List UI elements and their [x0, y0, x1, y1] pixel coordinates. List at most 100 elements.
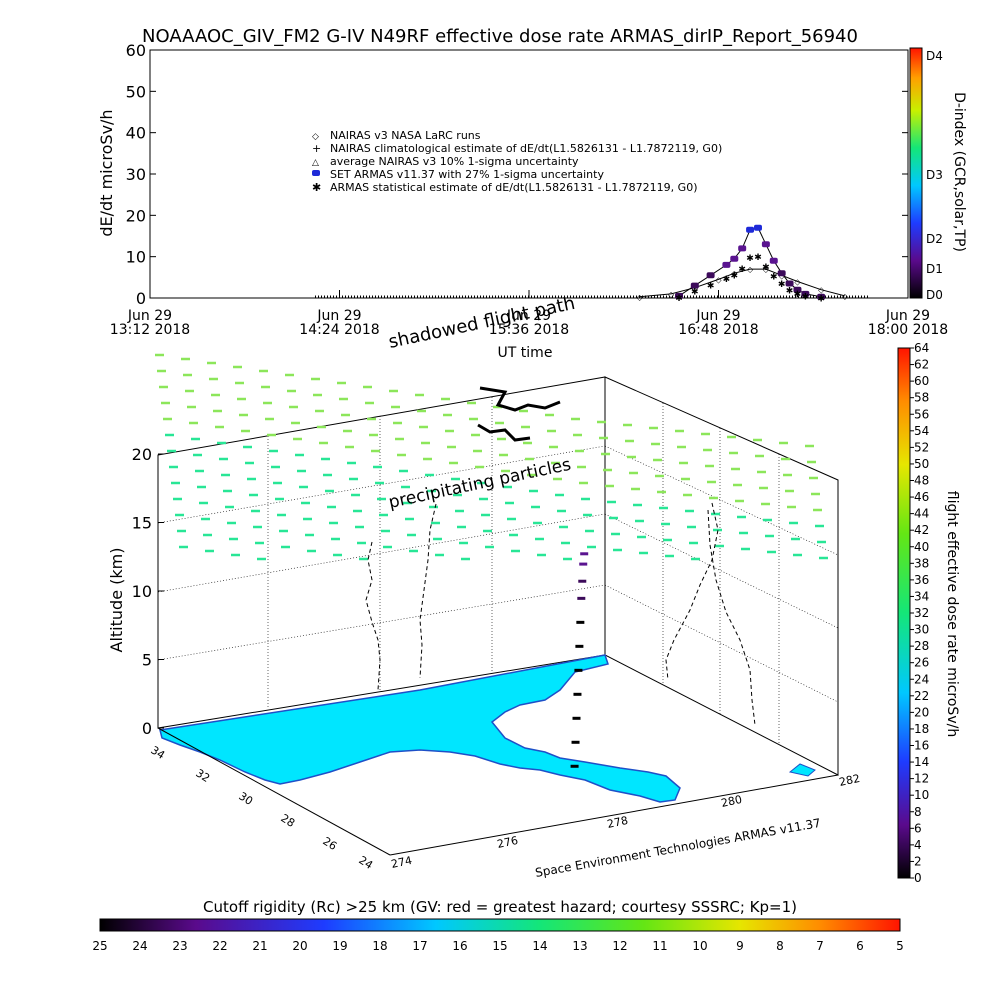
cutoff-rigidity-gradient: [99, 918, 901, 932]
flight-track-point: [579, 562, 588, 566]
dose-tick-label: 12: [914, 772, 929, 786]
nairas-point: ◇: [668, 290, 675, 299]
floor-edge-left: [157, 727, 391, 856]
cutoff-rigidity-label: Cutoff rigidity (Rc) >25 km (GV: red = g…: [203, 898, 797, 916]
legend-entry-armas: SET ARMAS v11.37 with 27% 1-sigma uncert…: [330, 168, 604, 181]
y-tick-label: 0: [136, 289, 146, 308]
y-tick-label: 60: [126, 41, 146, 60]
x-tick-label-time: 15:36 2018: [489, 322, 569, 338]
armas-point: [746, 226, 755, 233]
legend-entry-nairas-runs: NAIRAS v3 NASA LaRC runs: [330, 129, 481, 142]
x-tick-label-date: Jun 29: [127, 308, 172, 324]
precipitating-particle-field: [155, 353, 828, 561]
nairas-point: ◇: [731, 269, 738, 278]
lon-tick-278: 278: [606, 814, 629, 831]
rigidity-tick-label: 9: [736, 939, 744, 953]
z-tick-label: 0: [142, 719, 152, 738]
dose-rate-colorbar-ticks: 0246810121416182022242628303234363840424…: [910, 341, 929, 885]
rigidity-tick-label: 12: [612, 939, 627, 953]
dose-tick-label: 28: [914, 639, 929, 653]
z-tick-label: 15: [132, 514, 152, 533]
armas-statistical-point: ✱: [675, 294, 683, 304]
flight-track-point: [577, 596, 586, 600]
data-series: ◇◇◇◇◇◇◇◇◇◇◇✱✱✱✱✱✱✱✱✱✱✱✱✱✱✱: [636, 224, 849, 304]
altitude-axis-ticks: 0 5 10 15 20: [132, 445, 164, 738]
rigidity-tick-label: 19: [332, 939, 347, 953]
flight-track-point: [570, 764, 579, 768]
back-wall-right: [604, 376, 839, 776]
z-tick-label: 20: [132, 445, 152, 464]
armas-point: [738, 245, 747, 252]
lon-tick-280: 280: [720, 793, 743, 810]
armas-statistical-point: ✱: [723, 275, 731, 285]
armas-statistical-point: ✱: [731, 271, 739, 281]
x-tick-label-date: Jun 29: [695, 308, 740, 324]
longitude-axis-ticks: 274 276 278 280 282: [390, 772, 861, 871]
armas-statistical-point: ✱: [746, 254, 754, 264]
floor-edge-front: [389, 774, 839, 856]
flight-track-point: [578, 579, 587, 583]
legend-symbol-nairas-uncertainty: △: [312, 158, 319, 168]
dose-tick-label: 24: [914, 672, 929, 686]
z-tick-label: 10: [132, 582, 152, 601]
armas-point: [769, 257, 778, 264]
nairas-point: ◇: [747, 265, 754, 274]
nairas-point: ◇: [842, 292, 849, 301]
dose-tick-label: 56: [914, 407, 929, 421]
armas-statistical-point: ✱: [817, 294, 825, 304]
dose-tick-label: 48: [914, 474, 929, 488]
nairas-point: ◇: [636, 293, 643, 302]
flight-3d-plot: 0 5 10 15 20 Altitude (km) 34 32 30 28 26 24…: [107, 293, 861, 880]
flight-track-point: [571, 740, 580, 744]
rigidity-tick-label: 18: [372, 939, 387, 953]
dose-tick-label: 20: [914, 705, 929, 719]
lat-tick-26: 26: [320, 835, 339, 853]
armas-point: [690, 282, 699, 289]
dose-tick-label: 14: [914, 755, 929, 769]
rigidity-tick-label: 20: [292, 939, 307, 953]
flight-track: [570, 552, 589, 768]
legend-entry-nairas-climatological: NAIRAS climatological estimate of dE/dt(…: [330, 142, 722, 155]
rigidity-tick-label: 24: [132, 939, 147, 953]
y-tick-label: 10: [126, 248, 146, 267]
dose-tick-label: 4: [914, 838, 922, 852]
y-tick-label: 40: [126, 124, 146, 143]
dose-rate-colorbar-gradient: [897, 347, 911, 879]
flight-track-point: [573, 692, 582, 696]
dose-tick-label: 58: [914, 391, 929, 405]
y-axis-ticks: 0 10 20 30 40 50 60: [126, 41, 908, 308]
annotation-precipitating-particles: precipitating particles: [387, 455, 573, 513]
rigidity-tick-label: 7: [816, 939, 824, 953]
armas-statistical-point: ✱: [707, 281, 715, 291]
armas-point: [761, 241, 770, 248]
flight-track-point: [575, 644, 584, 648]
lat-tick-28: 28: [278, 812, 297, 830]
latitude-axis-ticks: 34 32 30 28 26 24: [148, 744, 375, 872]
armas-point: [730, 255, 739, 262]
dose-tick-label: 46: [914, 490, 929, 504]
dose-tick-label: 50: [914, 457, 929, 471]
x-axis-label: UT time: [498, 345, 553, 361]
legend-symbol-nairas-runs: ◇: [312, 132, 319, 142]
dose-tick-label: 10: [914, 788, 929, 802]
rigidity-tick-label: 17: [412, 939, 427, 953]
lat-tick-34: 34: [148, 744, 167, 762]
armas-statistical-point: ✱: [770, 273, 778, 283]
dindex-tick-d0: D0: [926, 288, 943, 302]
rigidity-tick-label: 13: [572, 939, 587, 953]
dose-tick-label: 8: [914, 805, 922, 819]
legend-entry-armas-statistical: ARMAS statistical estimate of dE/dt(L1.5…: [330, 181, 697, 194]
rigidity-tick-label: 10: [692, 939, 707, 953]
shadow-projections: [365, 502, 756, 726]
flight-track-point: [580, 552, 589, 556]
florida-landmass: [159, 654, 681, 803]
dindex-colorbar: D4 D3 D2 D1 D0 D-index (GCR,solar,TP): [909, 47, 967, 302]
rigidity-tick-label: 11: [652, 939, 667, 953]
y-tick-label: 20: [126, 206, 146, 225]
lat-tick-30: 30: [236, 790, 255, 808]
legend: ◇ NAIRAS v3 NASA LaRC runs + NAIRAS clim…: [312, 129, 722, 194]
flight-track-point: [576, 620, 585, 624]
dose-tick-label: 62: [914, 358, 929, 372]
